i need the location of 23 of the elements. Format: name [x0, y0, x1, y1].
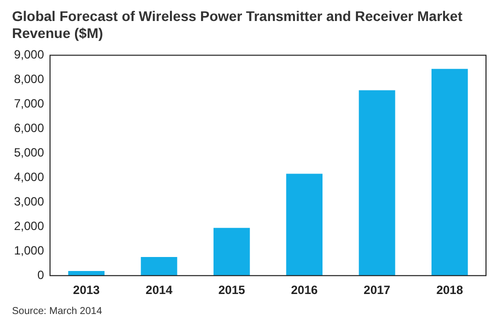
- y-tick-label: 3,000: [14, 194, 44, 208]
- y-tick-label: 6,000: [14, 120, 44, 135]
- y-tick-label: 0: [37, 268, 44, 282]
- y-tick-label: 8,000: [14, 72, 44, 86]
- y-tick-label: 2,000: [14, 218, 44, 233]
- x-tick-label: 2014: [146, 283, 173, 298]
- x-tick-label: 2015: [218, 283, 246, 298]
- x-tick-label: 2018: [436, 283, 464, 298]
- bar: [140, 256, 178, 276]
- bar: [214, 228, 250, 276]
- bar: [358, 90, 396, 276]
- y-tick-label: 5,000: [14, 145, 44, 160]
- x-tick-label: 2016: [290, 283, 318, 298]
- x-tick-label: 2013: [73, 283, 100, 298]
- y-tick-label: 7,000: [14, 96, 44, 110]
- y-tick-label: 9,000: [14, 48, 44, 62]
- x-tick-label: 2017: [364, 283, 391, 298]
- y-tick-label: 4,000: [14, 170, 44, 184]
- bar: [286, 174, 323, 276]
- source-note: Source: March 2014: [12, 306, 104, 317]
- chart-title: Global Forecast of Wireless Power Transmitter and Receiver Market Revenue ($M): [12, 8, 464, 42]
- y-tick-label: 1,000: [14, 243, 44, 258]
- bar: [432, 68, 468, 276]
